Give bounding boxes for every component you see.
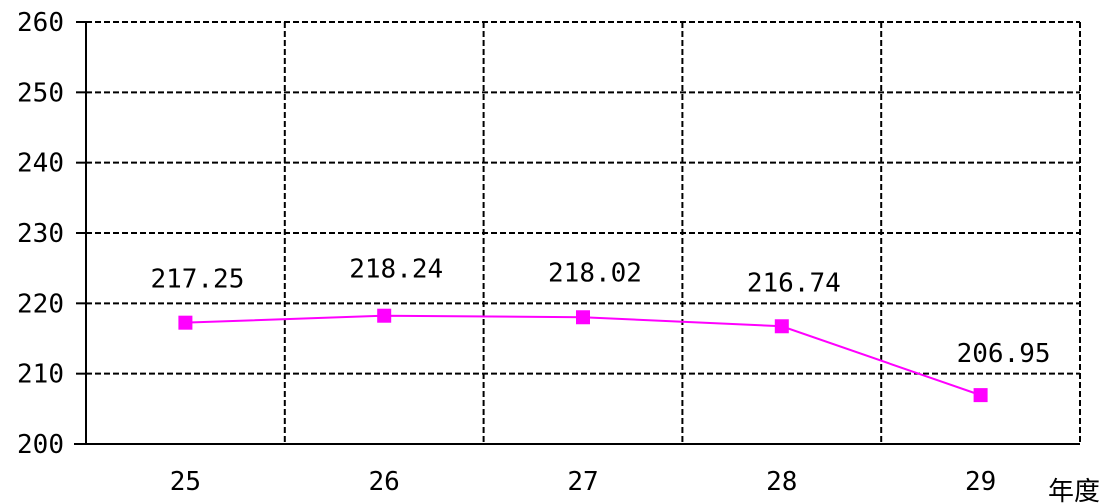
y-tick-label: 240 xyxy=(17,149,64,179)
data-point-marker xyxy=(973,388,988,403)
grid xyxy=(86,21,1081,444)
data-point-marker xyxy=(774,319,789,334)
data-point-marker xyxy=(178,315,193,330)
y-tick-label: 200 xyxy=(17,430,64,460)
y-tick-labels: 200 210 220 230 240 250 260 xyxy=(17,8,64,460)
series-line-path xyxy=(185,314,981,397)
series-line xyxy=(185,314,981,397)
y-tick-label: 230 xyxy=(17,219,64,249)
data-point-marker xyxy=(576,310,590,325)
x-tick-label: 29 xyxy=(965,467,996,497)
data-label-background xyxy=(341,253,451,288)
data-label: 218.02 xyxy=(548,258,642,288)
y-tick-label: 220 xyxy=(17,289,64,319)
x-tick-label: 28 xyxy=(766,467,797,497)
data-label: 217.25 xyxy=(150,265,244,295)
data-label-background xyxy=(540,257,650,292)
data-label-background xyxy=(143,263,252,298)
data-label: 218.24 xyxy=(349,255,443,285)
x-tick-label: 27 xyxy=(567,467,598,497)
data-labels: 217.25 218.24 218.02 216.74 206.95 xyxy=(143,253,1058,373)
y-tick-label: 250 xyxy=(17,78,64,108)
data-label-background xyxy=(949,338,1058,373)
series-markers xyxy=(178,308,988,403)
y-tick-label: 210 xyxy=(17,360,64,390)
data-label: 216.74 xyxy=(747,268,841,298)
data-label: 206.95 xyxy=(957,339,1051,369)
data-label-background xyxy=(739,267,849,302)
data-point-marker xyxy=(377,308,392,323)
x-tick-labels: 25 26 27 28 29 xyxy=(170,467,997,497)
x-tick-label: 26 xyxy=(369,467,400,497)
y-tick-label: 260 xyxy=(17,8,64,38)
axes xyxy=(74,21,1080,445)
x-axis-unit-label: 年度 xyxy=(1048,477,1100,504)
x-tick-label: 25 xyxy=(170,467,201,497)
